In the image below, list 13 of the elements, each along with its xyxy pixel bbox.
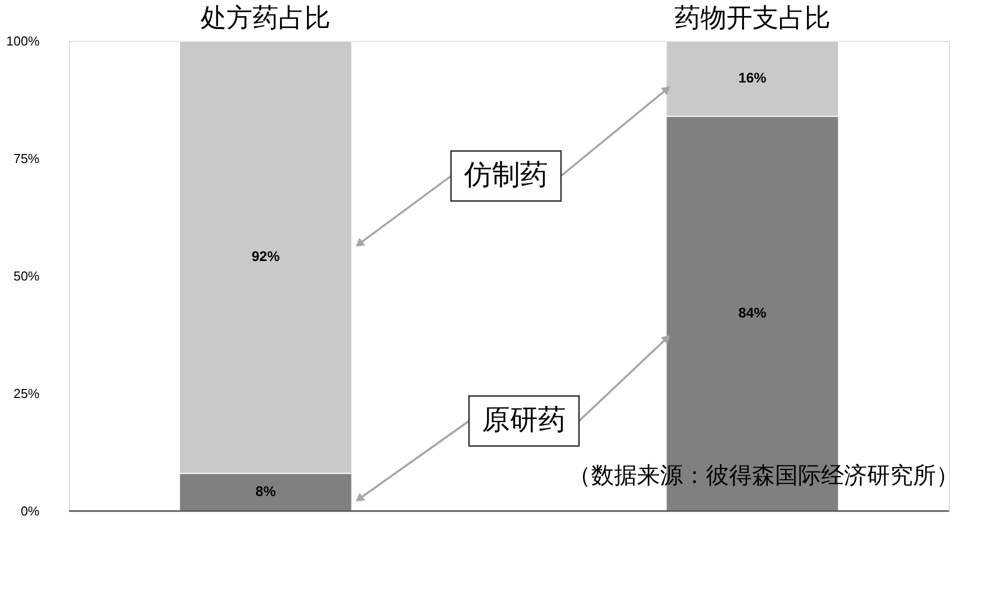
y-tick-label: 25%: [13, 386, 40, 401]
data-label: 16%: [738, 70, 767, 86]
data-label: 84%: [738, 304, 767, 321]
y-tick-label: 0%: [20, 504, 40, 518]
text: 原研药: [482, 404, 566, 435]
y-tick-label: 50%: [13, 268, 40, 284]
y-tick-label: 75%: [13, 151, 40, 166]
x-tick-label: 处方药占比: [200, 4, 331, 34]
data-label: 8%: [256, 483, 276, 500]
x-tick-label: 药物开支占比: [674, 4, 830, 34]
text: 仿制药: [463, 159, 548, 190]
data-label: 92%: [252, 248, 280, 264]
y-tick-label: 100%: [6, 34, 40, 48]
